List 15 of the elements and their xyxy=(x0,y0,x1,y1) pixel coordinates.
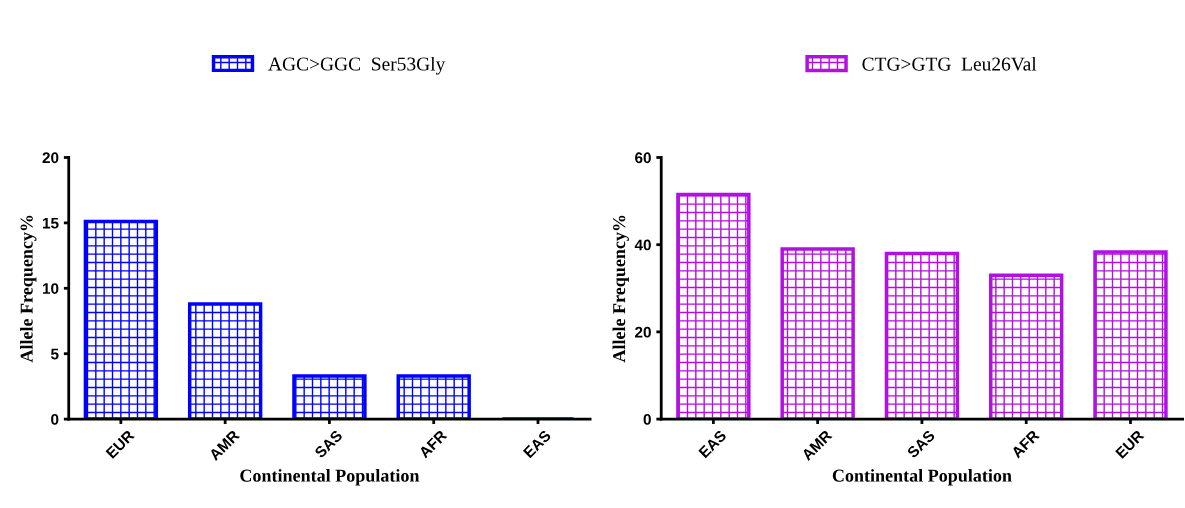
y-axis-title: Allele Frequency% xyxy=(20,215,37,363)
y-tick-label: 20 xyxy=(635,326,651,338)
y-tick-label: 0 xyxy=(643,413,651,425)
y-tick-label: 5 xyxy=(50,348,59,360)
x-axis-title: Continental Population xyxy=(832,469,1012,486)
legend-label: CTG>GTG Leu26Val xyxy=(862,56,1037,71)
y-axis-title: Allele Frequency% xyxy=(612,215,629,363)
y-tick-label: 20 xyxy=(42,152,59,164)
legend-label: AGC>GGC Ser53Gly xyxy=(268,56,446,75)
y-tick-label: 10 xyxy=(42,283,59,294)
x-axis-title: Continental Population xyxy=(240,469,420,486)
y-tick-label: 40 xyxy=(634,239,651,251)
y-tick-label: 60 xyxy=(635,152,651,164)
y-tick-label: 15 xyxy=(42,217,59,229)
y-tick-label: 0 xyxy=(51,413,59,425)
